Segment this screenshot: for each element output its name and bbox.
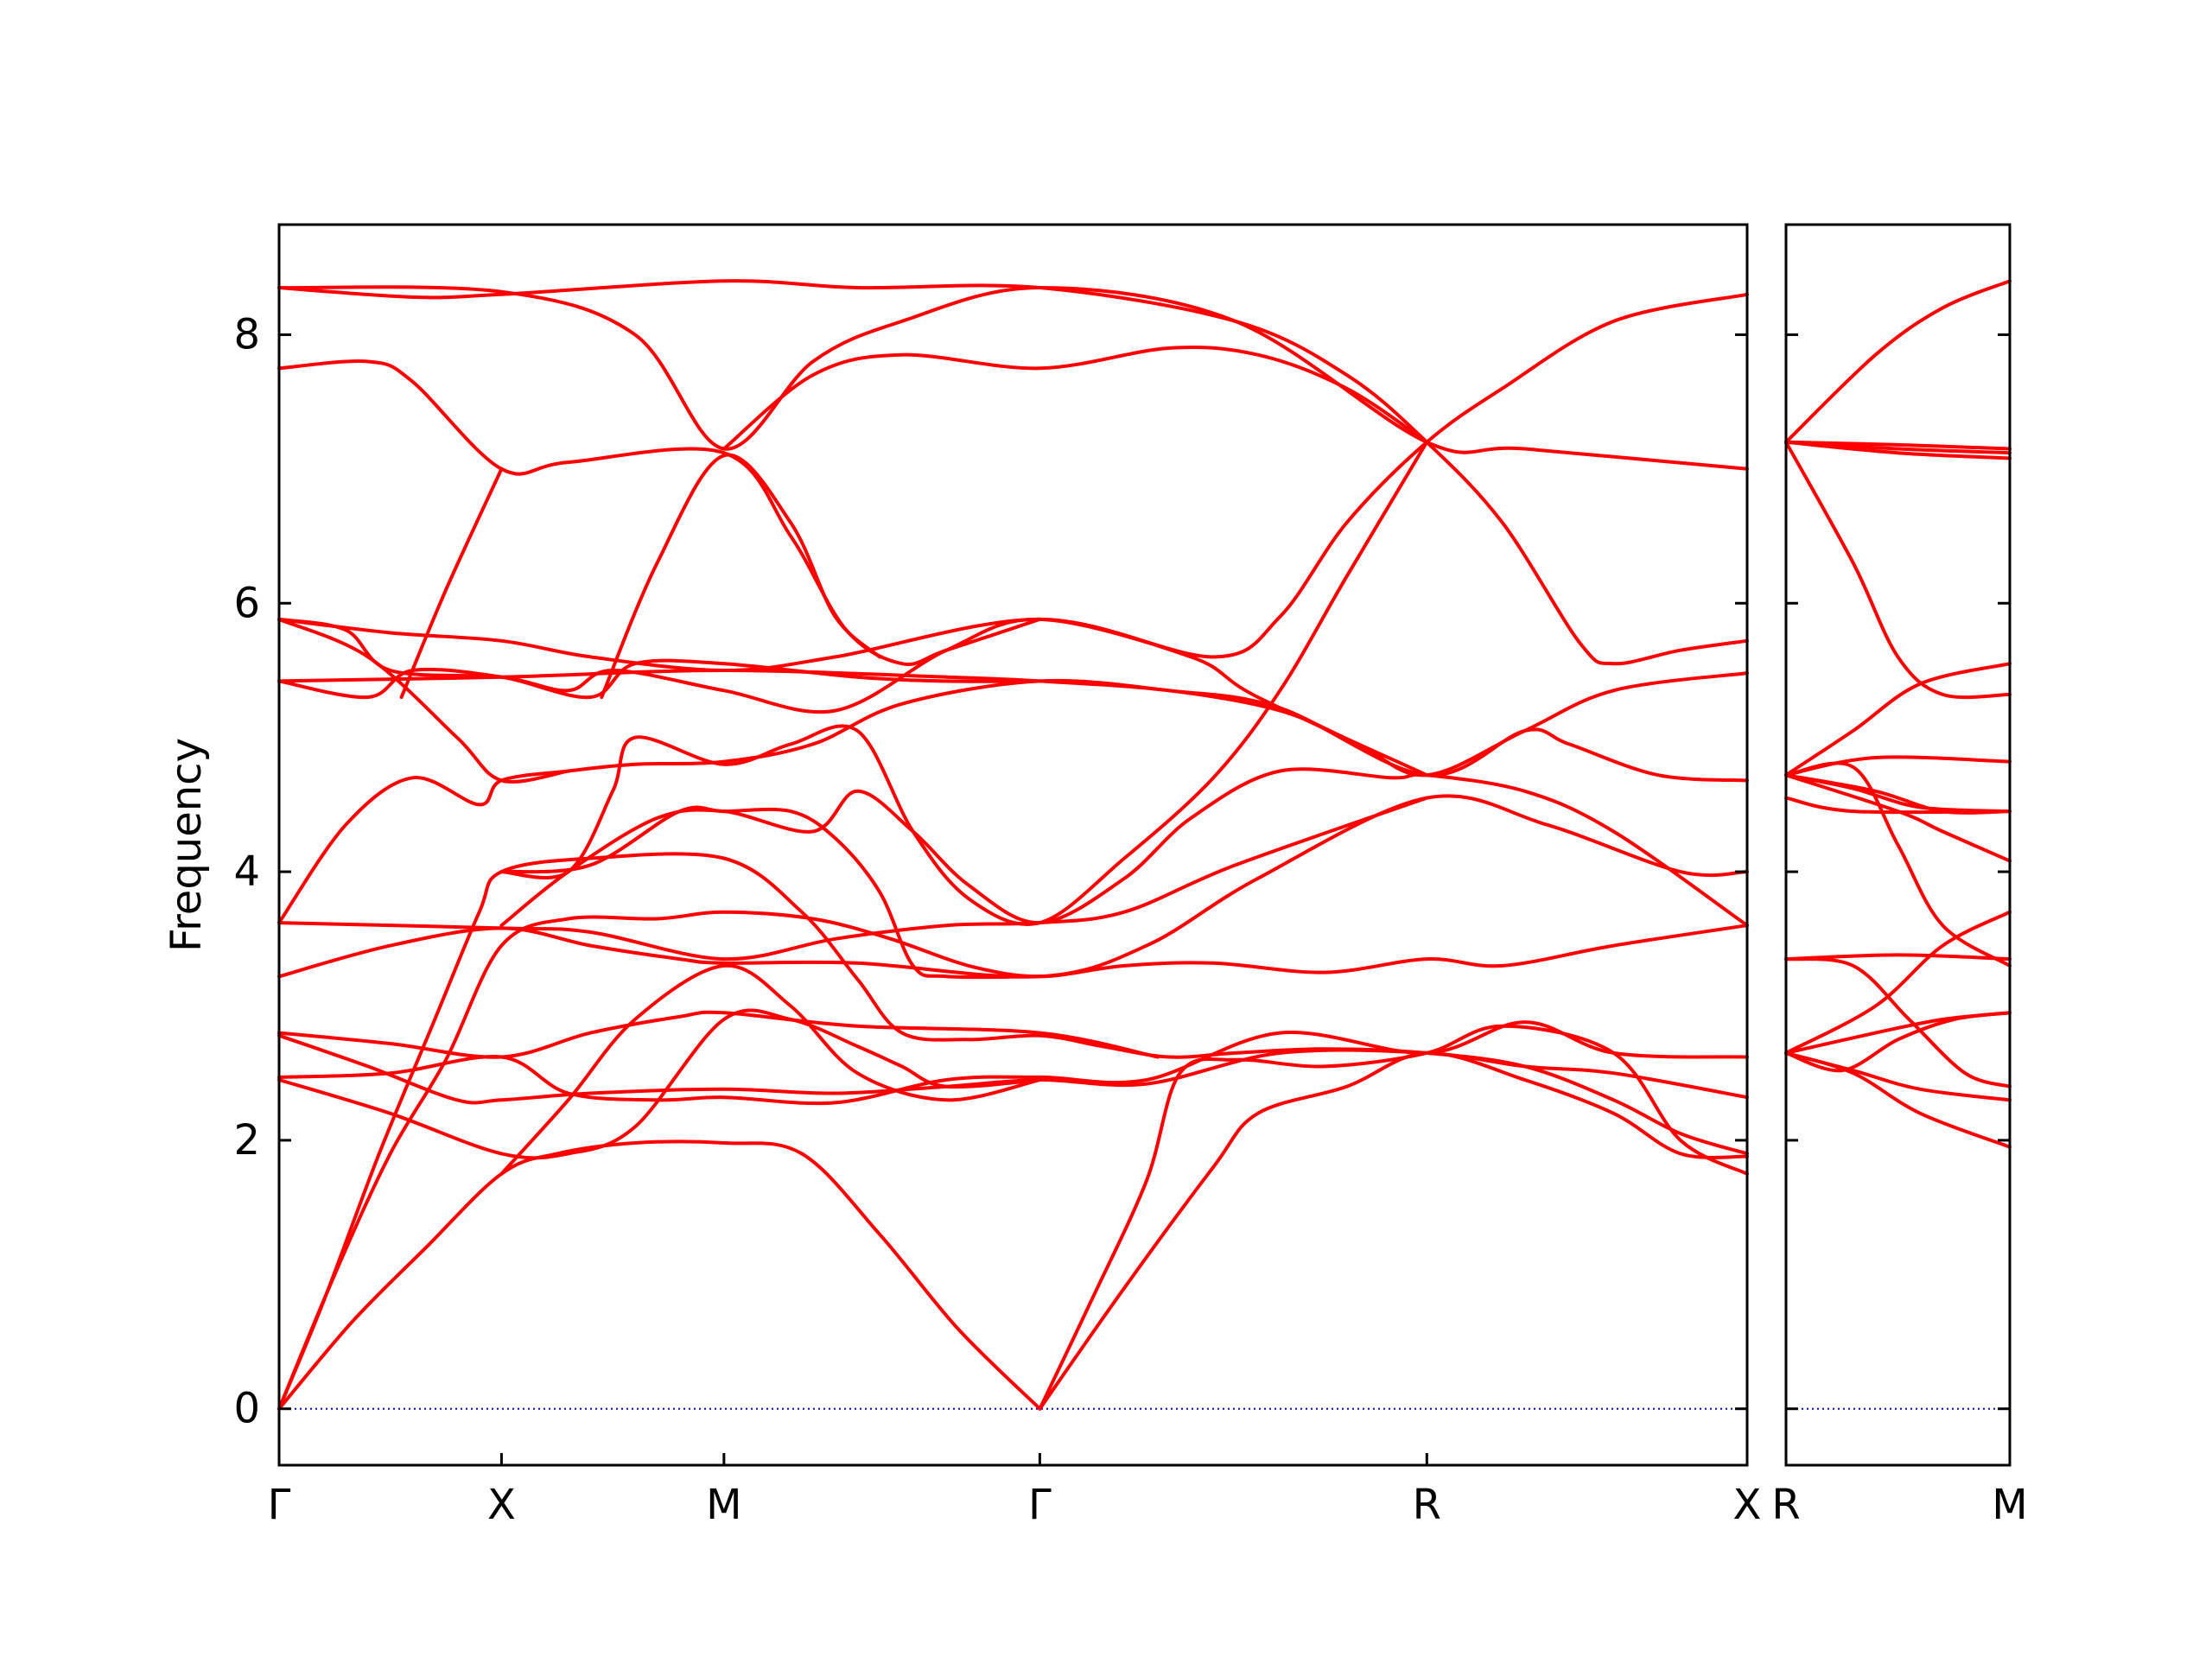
band-line-1-0 [1784,279,2012,444]
plot-frame [277,223,1749,1467]
band-line-0-10 [499,963,1042,1176]
band-line-0-5 [277,1033,1749,1105]
band-line-1-4 [1784,440,2012,700]
band-line-1-15 [1784,1011,2012,1055]
y-tick-label: 6 [233,579,260,627]
band-line-0-6 [277,1020,1749,1106]
band-line-1-9 [1784,773,2012,863]
band-line-0-25 [277,285,1749,471]
band-line-1-13 [1784,957,2012,1089]
band-line-1-14 [1784,910,2012,1055]
band-line-0-17 [277,658,1042,700]
band-line-0-18 [277,617,570,784]
band-line-0-8 [277,1008,1042,1160]
band-line-0-21 [277,359,1042,666]
x-tick-label: Γ [268,1481,291,1529]
x-tick-label: M [1992,1481,2027,1529]
band-line-0-26 [721,346,1429,451]
band-line-0-23 [600,453,881,699]
x-tick-label: R [1413,1481,1441,1529]
band-line-0-2 [277,852,1749,1411]
band-line-1-11 [1784,796,2012,815]
y-tick-label: 8 [233,310,260,359]
band-line-0-19 [277,292,1749,672]
band-line-0-4 [1038,1050,1749,1411]
band-line-0-3 [1038,1024,1749,1411]
band-line-1-16 [1784,1011,2012,1073]
band-line-0-1 [277,910,1749,1411]
x-tick-label: R [1771,1481,1800,1529]
x-tick-label: X [1733,1481,1762,1529]
y-tick-label: 0 [233,1385,260,1433]
band-line-0-13 [499,805,1042,980]
band-line-0-12 [277,678,1749,925]
band-line-1-5 [1784,662,2012,778]
band-line-0-7 [277,1010,1160,1059]
band-line-0-24 [277,279,1749,666]
band-line-0-22 [399,467,504,699]
band-line-0-11 [277,796,1429,962]
band-line-1-3 [1784,440,2012,460]
band-line-0-0 [277,1139,1042,1411]
y-tick-label: 2 [233,1116,260,1165]
band-line-0-20 [277,617,1429,778]
main-panel: 0 2 4 6 8 Γ X M Γ R X [233,223,1762,1529]
x-tick-label: M [706,1481,741,1529]
y-tick-label: 4 [233,847,260,896]
plot-frame [1784,223,2012,1467]
band-line-0-16 [277,669,1749,778]
y-axis-label: Frequency [162,738,211,952]
band-line-0-14 [499,767,1749,928]
band-line-0-15 [499,440,1429,926]
band-line-1-10 [1784,761,2012,968]
x-tick-label: X [487,1481,516,1529]
band-line-1-18 [1784,1050,2012,1149]
x-tick-label: Γ [1028,1481,1052,1529]
